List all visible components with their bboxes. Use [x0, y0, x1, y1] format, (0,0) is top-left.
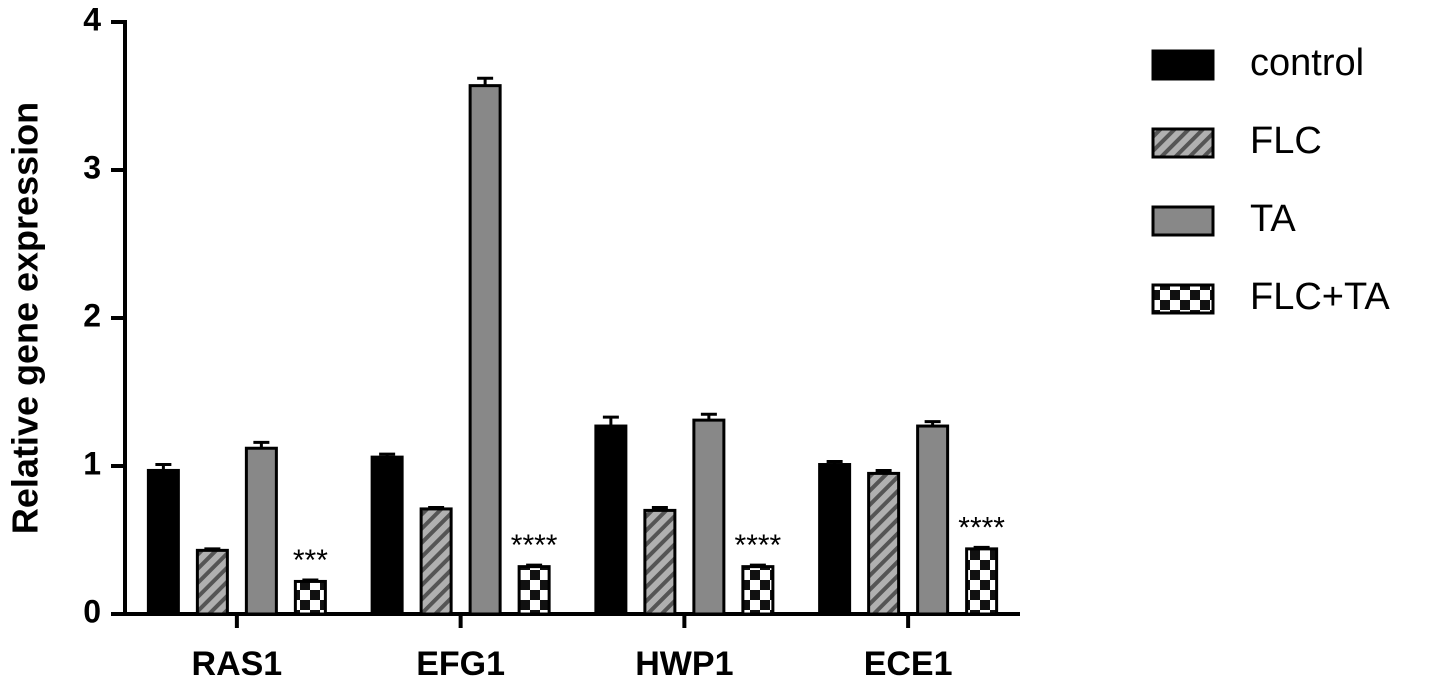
x-tick-label: ECE1	[864, 645, 953, 683]
y-tick-label: 2	[83, 297, 101, 333]
y-tick-label: 0	[83, 593, 101, 629]
bar	[867, 471, 901, 616]
bar	[916, 424, 950, 616]
bar	[468, 84, 502, 616]
bar	[146, 468, 180, 616]
significance-label: ****	[958, 511, 1005, 544]
bar	[741, 565, 775, 616]
bar	[594, 424, 628, 616]
y-axis-label: Relative gene expression	[5, 102, 46, 534]
bar	[370, 455, 404, 616]
bar	[419, 507, 453, 616]
bar	[818, 463, 852, 616]
significance-label: ****	[735, 529, 782, 562]
legend-swatch	[1151, 283, 1215, 315]
legend-swatch	[1151, 127, 1215, 159]
bar	[517, 565, 551, 616]
y-tick-label: 3	[83, 149, 101, 185]
significance-label: ****	[511, 529, 558, 562]
y-tick-label: 1	[83, 445, 101, 481]
x-tick-label: EFG1	[416, 645, 505, 683]
x-tick-label: HWP1	[635, 645, 733, 683]
legend-swatch	[1151, 205, 1215, 237]
x-tick-label: RAS1	[192, 645, 283, 683]
bar	[293, 579, 327, 616]
bar	[195, 548, 229, 616]
legend-label: control	[1250, 42, 1364, 84]
significance-label: ***	[293, 544, 328, 577]
bar	[692, 418, 726, 616]
legend-label: TA	[1250, 198, 1296, 240]
legend-swatch	[1151, 49, 1215, 81]
bar	[643, 508, 677, 616]
y-tick-label: 4	[83, 1, 101, 37]
legend-label: FLC+TA	[1250, 276, 1390, 318]
bar	[244, 446, 278, 616]
bar	[965, 547, 999, 616]
legend-label: FLC	[1250, 120, 1322, 162]
